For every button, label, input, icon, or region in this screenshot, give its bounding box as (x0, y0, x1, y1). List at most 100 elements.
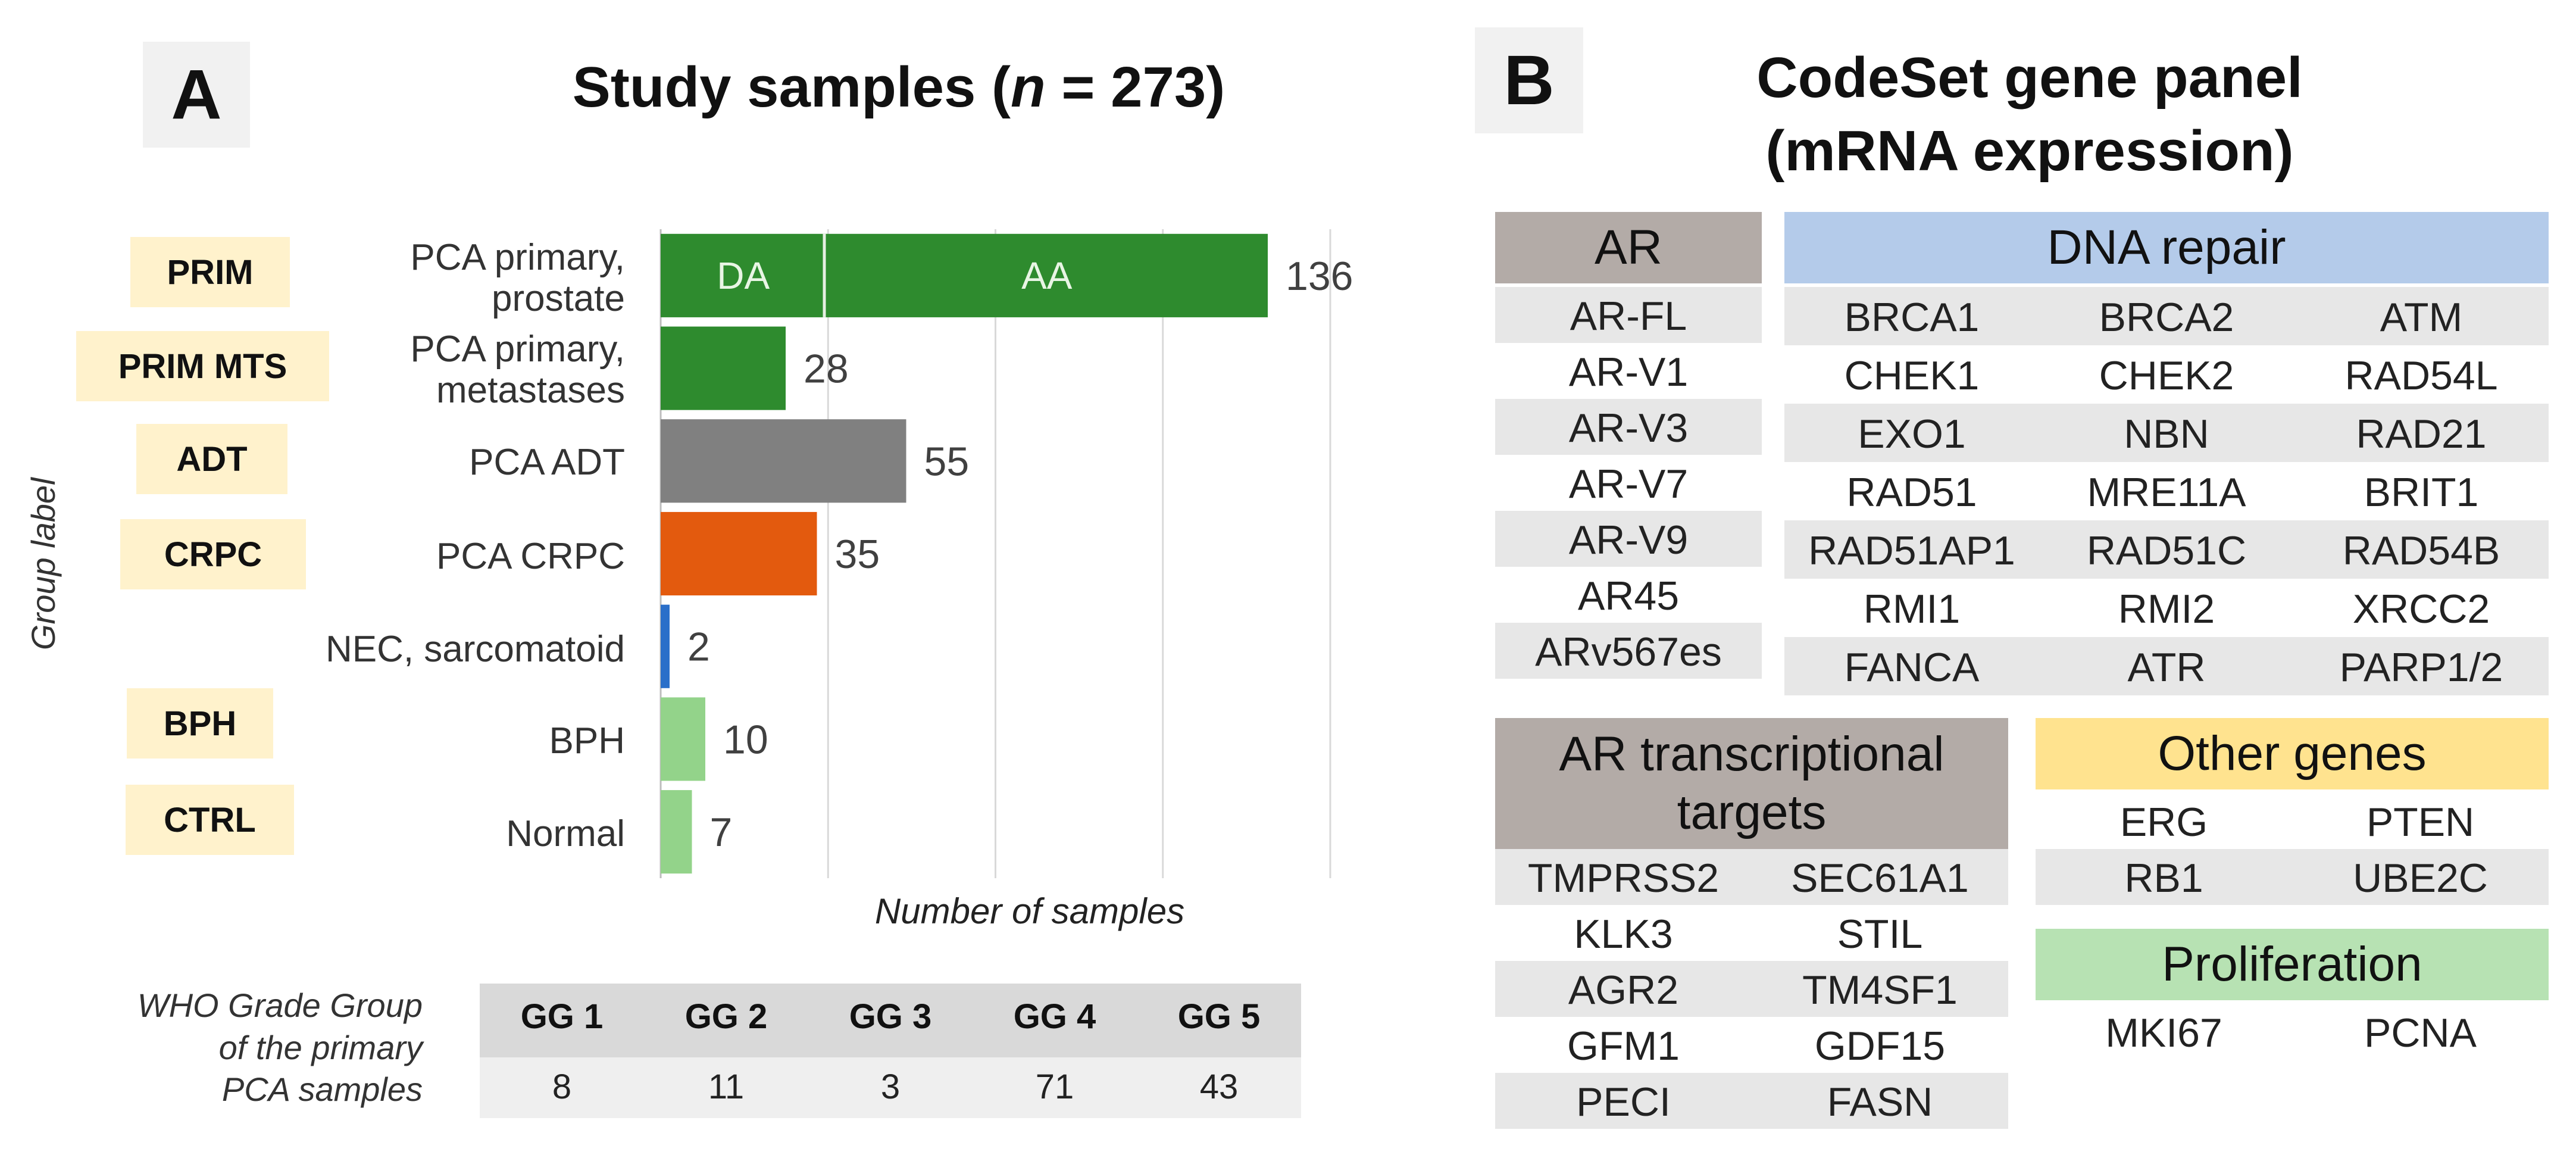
category-line: prostate (491, 278, 625, 320)
title-prefix: Study samples ( (572, 55, 1011, 119)
dna-stripe (1784, 637, 2549, 695)
dna-repair-gene: RMI1 (1863, 586, 1961, 632)
segment-label: AA (1021, 254, 1073, 297)
group-tag-ctrl: CTRL (126, 785, 294, 855)
who-header-cell: GG 5 (1177, 997, 1261, 1036)
other-genes-header: Other genes (2036, 718, 2549, 789)
ar-targets-header-line2: targets (1677, 785, 1827, 839)
proliferation-gene: PCNA (2364, 1010, 2477, 1056)
dna-repair-gene: RAD21 (2356, 411, 2487, 457)
bar (661, 511, 817, 596)
panel-a-title: Study samples (n = 273) (452, 55, 1345, 120)
bar-segment-da (661, 233, 826, 317)
proliferation-header: Proliferation (2036, 929, 2549, 1000)
ar-target-gene: AGR2 (1568, 967, 1679, 1013)
ar-target-stripe (1495, 961, 2008, 1017)
category-label: PCA primary, metastases (298, 329, 625, 411)
title-n: n (1011, 55, 1046, 119)
category-line: PCA primary, (410, 329, 625, 370)
dna-repair-gene: RAD51 (1846, 470, 1977, 515)
other-gene: UBE2C (2353, 856, 2488, 901)
panel-b-title: CodeSet gene panel (mRNA expression) (1696, 42, 2363, 188)
dna-repair-gene: ATM (2380, 295, 2463, 340)
who-value-cell: 71 (1035, 1068, 1074, 1106)
dna-repair-gene: RMI2 (2118, 586, 2215, 632)
ar-header: AR (1495, 212, 1762, 283)
dna-stripe (1784, 287, 2549, 345)
who-header-cell: GG 4 (1013, 997, 1096, 1036)
who-table-value-row (480, 1057, 1301, 1118)
data-label: 28 (804, 347, 849, 392)
who-table-label: WHO Grade Group of the primary PCA sampl… (119, 985, 423, 1111)
ar-gene: AR-V1 (1568, 349, 1689, 395)
group-tag-crpc: CRPC (120, 519, 306, 589)
ar-target-gene: PECI (1576, 1079, 1671, 1125)
who-label-line: WHO Grade Group (137, 987, 423, 1024)
bar (661, 326, 786, 410)
dna-repair-header: DNA repair (1784, 212, 2549, 283)
dna-repair-gene: XRCC2 (2352, 586, 2490, 632)
dna-repair-gene: RAD51AP1 (1808, 528, 2015, 573)
ar-targets-header-line1: AR transcriptional (1559, 726, 1944, 781)
ar-target-stripe (1495, 849, 2008, 905)
group-tag-prim-mts: PRIM MTS (76, 331, 329, 401)
who-label-line: of the primary (218, 1028, 423, 1066)
title-suffix: = 273) (1045, 55, 1226, 119)
group-tag-bph: BPH (127, 688, 273, 759)
ar-targets-header: AR transcriptional targets (1495, 718, 2008, 849)
dna-repair-gene: ATR (2127, 645, 2206, 690)
ar-gene: AR-V7 (1568, 461, 1689, 507)
dna-repair-gene: BRIT1 (2364, 470, 2479, 515)
ar-target-gene: TMPRSS2 (1527, 856, 1720, 901)
panel-b-title-line1: CodeSet gene panel (1756, 46, 2303, 110)
bar-segment-aa (826, 233, 1268, 317)
ar-target-gene: KLK3 (1574, 912, 1673, 957)
ar-gene: AR-V9 (1568, 517, 1689, 563)
category-label: Normal (506, 813, 625, 854)
ar-gene: AR-FL (1570, 294, 1687, 339)
category-label: PCA primary, prostate (298, 237, 625, 320)
ar-gene: AR-V3 (1568, 405, 1689, 451)
data-label: 7 (710, 810, 733, 855)
dna-repair-gene: CHEK2 (2099, 353, 2234, 398)
who-header-cell: GG 3 (849, 997, 932, 1036)
data-label: 136 (1286, 254, 1353, 299)
ar-stripe (1495, 511, 1762, 567)
data-label: 2 (687, 625, 710, 670)
data-label: 10 (723, 717, 768, 762)
category-label: NEC, sarcomatoid (325, 629, 625, 670)
data-label: 35 (835, 532, 880, 577)
bar (661, 419, 906, 503)
other-stripe (2036, 849, 2549, 905)
ar-target-gene: GDF15 (1814, 1023, 1946, 1069)
dna-repair-gene: NBN (2124, 411, 2209, 457)
who-value-cell: 43 (1199, 1068, 1239, 1106)
who-value-cell: 11 (708, 1068, 745, 1106)
dna-repair-gene: PARP1/2 (2339, 645, 2503, 690)
ar-target-gene: GFM1 (1567, 1023, 1680, 1069)
segment-label: DA (717, 254, 770, 297)
other-gene: ERG (2119, 800, 2208, 845)
ar-gene: ARv567es (1535, 629, 1722, 675)
who-value-cell: 3 (880, 1068, 901, 1106)
bar (661, 790, 692, 874)
ar-target-stripe (1495, 1073, 2008, 1129)
proliferation-gene: MKI67 (2105, 1010, 2222, 1056)
x-axis-label: Number of samples (874, 891, 1185, 931)
dna-stripe (1784, 404, 2549, 462)
other-gene: PTEN (2366, 800, 2475, 845)
dna-repair-gene: FANCA (1844, 645, 1980, 690)
dna-repair-gene: MRE11A (2087, 470, 2246, 515)
who-label-line: PCA samples (221, 1070, 423, 1109)
who-table-header-row (480, 984, 1301, 1057)
who-header-cell: GG 1 (520, 997, 604, 1036)
dna-repair-gene: BRCA1 (1844, 295, 1980, 340)
data-label: 55 (924, 439, 970, 484)
other-gene: RB1 (2124, 856, 2203, 901)
who-header-cell: GG 2 (684, 997, 768, 1036)
dna-repair-gene: CHEK1 (1844, 353, 1980, 398)
category-label: PCA CRPC (436, 536, 625, 577)
group-tag-adt: ADT (136, 424, 287, 494)
panel-a-letter: A (143, 42, 250, 148)
